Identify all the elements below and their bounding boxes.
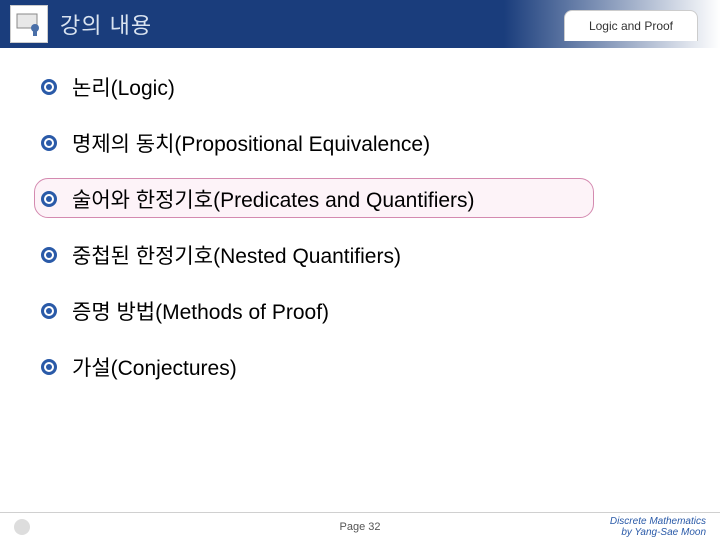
credit-line-1: Discrete Mathematics [610,516,706,527]
list-item-highlighted: 술어와 한정기호(Predicates and Quantifiers) [40,184,680,214]
bullet-icon [40,358,58,376]
footer-logo-area [14,519,30,535]
university-logo-icon [14,519,30,535]
item-text: 중첩된 한정기호(Nested Quantifiers) [72,240,401,270]
item-text: 논리(Logic) [72,72,175,102]
credit-line-2: by Yang-Sae Moon [610,527,706,538]
slide-header: 강의 내용 Logic and Proof [0,0,720,48]
slide-footer: Page 32 Discrete Mathematics by Yang-Sae… [0,512,720,540]
item-text: 증명 방법(Methods of Proof) [72,296,329,326]
content-area: 논리(Logic) 명제의 동치(Propositional Equivalen… [0,48,720,382]
list-item: 논리(Logic) [40,72,680,102]
section-tab: Logic and Proof [564,10,698,41]
list-item: 중첩된 한정기호(Nested Quantifiers) [40,240,680,270]
list-item: 가설(Conjectures) [40,352,680,382]
presenter-icon [10,5,48,43]
item-text: 명제의 동치(Propositional Equivalence) [72,128,430,158]
bullet-icon [40,78,58,96]
bullet-icon [40,246,58,264]
list-item: 명제의 동치(Propositional Equivalence) [40,128,680,158]
page-number: Page 32 [340,521,381,533]
item-text: 가설(Conjectures) [72,352,237,382]
bullet-icon [40,134,58,152]
item-text: 술어와 한정기호(Predicates and Quantifiers) [72,184,475,214]
list-item: 증명 방법(Methods of Proof) [40,296,680,326]
bullet-icon [40,302,58,320]
bullet-icon [40,190,58,208]
footer-credit: Discrete Mathematics by Yang-Sae Moon [610,516,706,538]
slide-title: 강의 내용 [60,8,152,40]
